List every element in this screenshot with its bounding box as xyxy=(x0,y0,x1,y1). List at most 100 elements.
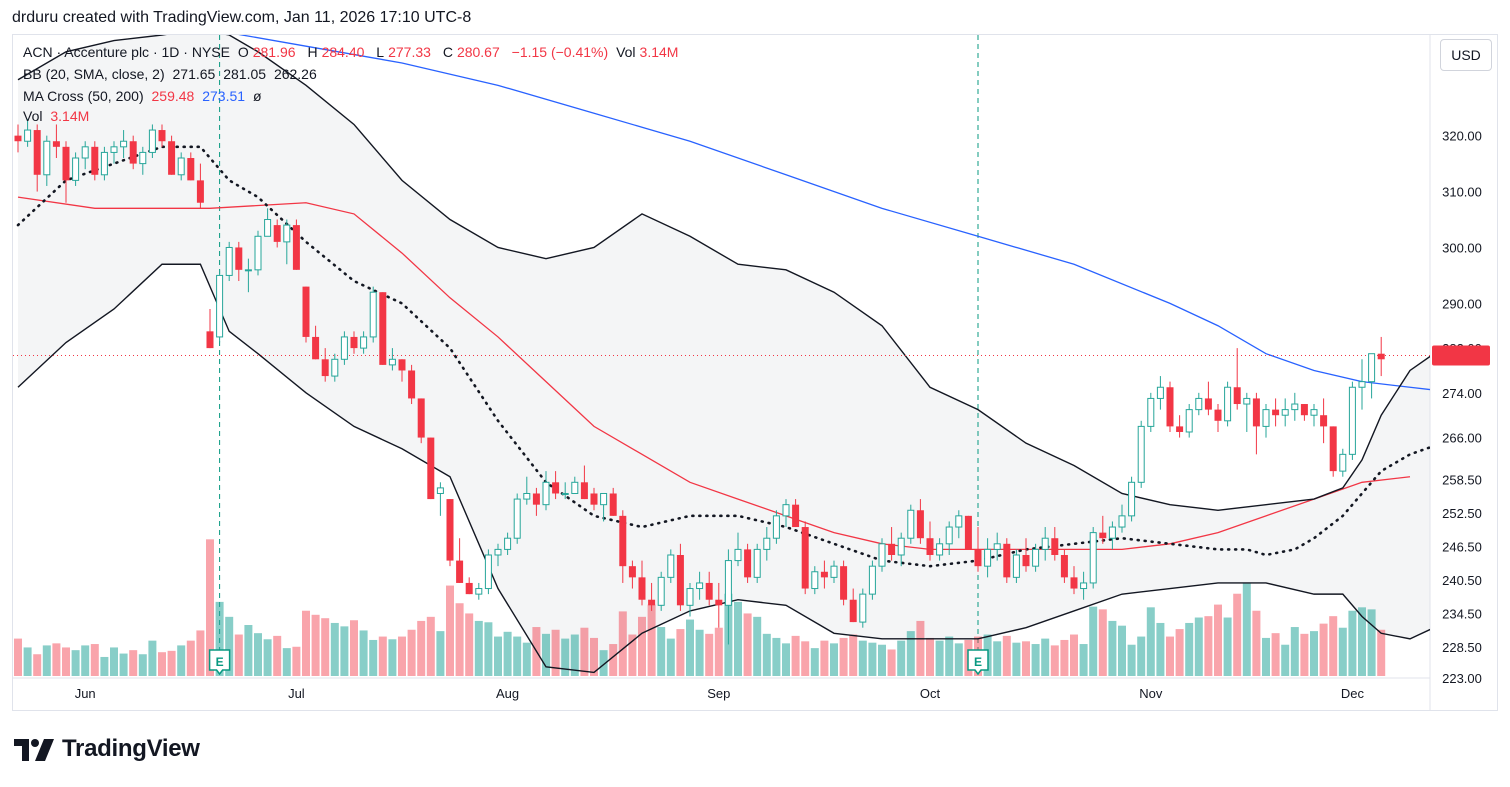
legend-symbol: ACN · Accenture plc · 1D · NYSE xyxy=(23,44,230,60)
volume-bar xyxy=(1233,593,1242,676)
volume-bar xyxy=(820,640,829,676)
candle-body xyxy=(264,219,272,237)
legend-high-label: H xyxy=(307,44,318,60)
candle-body xyxy=(513,498,521,539)
candle-body xyxy=(168,141,176,175)
candle-body xyxy=(600,492,608,506)
candle-body xyxy=(1108,526,1116,539)
y-tick-label: 240.50 xyxy=(1442,573,1482,588)
volume-bar xyxy=(484,622,493,676)
y-tick-label: 290.00 xyxy=(1442,296,1482,311)
legend-change: −1.15 (−0.41%) xyxy=(511,44,609,60)
volume-bar xyxy=(926,637,934,676)
volume-bar xyxy=(52,643,61,676)
volume-bar xyxy=(1050,645,1059,676)
volume-bar xyxy=(302,610,310,676)
volume-bar xyxy=(887,649,896,676)
candle-body xyxy=(571,481,579,494)
volume-bar xyxy=(810,648,819,676)
legend-ma-cross: MA Cross (50, 200) 259.48 273.51 ø xyxy=(23,88,266,104)
candle-body xyxy=(724,560,732,606)
candle-body xyxy=(715,599,723,606)
candle-body xyxy=(235,247,243,270)
volume-bar xyxy=(1329,616,1338,676)
volume-bar xyxy=(1223,617,1232,676)
volume-bar xyxy=(446,585,454,676)
volume-bar xyxy=(839,637,848,676)
volume-bar xyxy=(676,629,685,676)
volume-bar xyxy=(714,627,723,676)
volume-bar xyxy=(666,638,675,676)
volume-bar xyxy=(455,603,464,676)
candle-body xyxy=(254,235,262,271)
volume-bar xyxy=(1031,644,1040,676)
volume-bar xyxy=(311,614,320,676)
volume-bar xyxy=(1156,622,1165,676)
candle-body xyxy=(686,588,694,606)
candle-body xyxy=(590,493,598,505)
volume-bar xyxy=(1185,622,1194,676)
volume-bar xyxy=(599,650,608,676)
volume-bar xyxy=(42,645,51,676)
volume-bar xyxy=(1002,635,1011,676)
y-tick-label: 310.00 xyxy=(1442,185,1482,200)
volume-bar xyxy=(503,631,512,676)
volume-bar xyxy=(580,627,589,676)
volume-bar xyxy=(1175,629,1184,676)
candle-body xyxy=(456,560,464,583)
legend-ma-slow: 273.51 xyxy=(202,88,246,104)
volume-bar xyxy=(1079,644,1088,676)
legend-low-label: L xyxy=(376,44,385,60)
candle-body xyxy=(187,158,195,181)
candle-body xyxy=(609,493,617,516)
volume-bar xyxy=(590,637,598,676)
earnings-marker[interactable] xyxy=(967,649,989,676)
x-tick-label: Sep xyxy=(707,686,730,701)
candle-body xyxy=(1377,353,1385,360)
y-tick-label: 228.50 xyxy=(1442,640,1482,655)
volume-bar xyxy=(609,644,618,676)
legend-bb-upper: 281.05 xyxy=(223,66,267,82)
volume-bar xyxy=(330,622,339,676)
candle-body xyxy=(408,370,416,399)
volume-bar xyxy=(158,652,166,676)
candle-body xyxy=(1281,409,1289,416)
candle-body xyxy=(859,593,867,623)
volume-bar xyxy=(254,633,262,676)
volume-bar xyxy=(186,640,195,676)
y-tick-label: 274.00 xyxy=(1442,386,1482,401)
candle-body xyxy=(628,566,636,578)
candle-body xyxy=(696,582,704,590)
currency-button[interactable]: USD xyxy=(1440,39,1492,71)
volume-bar xyxy=(916,620,925,676)
candle-body xyxy=(1204,398,1212,410)
candle-body xyxy=(955,515,963,528)
volume-bar xyxy=(1214,604,1222,676)
legend-ma-extra: ø xyxy=(252,88,262,104)
legend-open: 281.96 xyxy=(252,44,296,60)
volume-bar xyxy=(830,643,838,676)
candle-body xyxy=(436,487,444,494)
candle-body xyxy=(484,554,492,590)
candle-body xyxy=(158,130,166,142)
candle-body xyxy=(292,225,300,270)
earnings-marker-label: E xyxy=(974,655,982,669)
volume-bar xyxy=(129,650,138,676)
candle-body xyxy=(1224,386,1232,422)
legend-vol-label: Vol xyxy=(616,44,636,60)
earnings-marker[interactable] xyxy=(208,649,231,676)
volume-bar xyxy=(858,640,867,676)
legend-high: 284.40 xyxy=(321,44,365,60)
candle-body xyxy=(1339,453,1347,472)
volume-bar xyxy=(33,654,42,676)
volume-bar xyxy=(263,639,272,676)
candle-body xyxy=(302,286,310,337)
candle-body xyxy=(33,130,41,175)
candle-body xyxy=(897,537,905,556)
candle-body xyxy=(1291,403,1299,411)
chart-attribution: drduru created with TradingView.com, Jan… xyxy=(12,9,472,26)
candle-body xyxy=(417,398,425,438)
volume-bar xyxy=(1348,610,1357,676)
legend-ohlc: ACN · Accenture plc · 1D · NYSE O 281.96 … xyxy=(23,44,686,60)
